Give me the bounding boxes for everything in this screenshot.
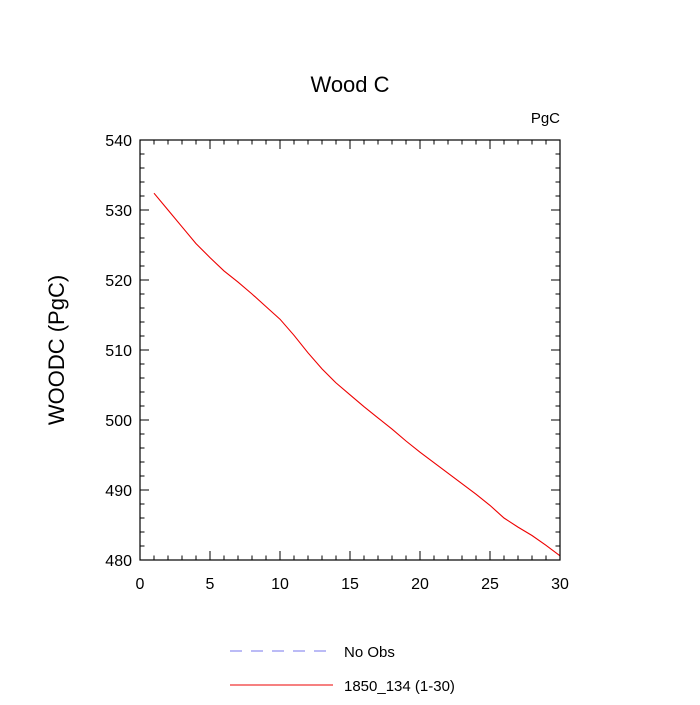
y-tick-label: 490 xyxy=(105,483,132,500)
x-tick-label: 5 xyxy=(206,576,215,593)
y-tick-label: 500 xyxy=(105,413,132,430)
legend-label: 1850_134 (1-30) xyxy=(344,678,455,695)
y-tick-label: 540 xyxy=(105,133,132,150)
legend: No Obs 1850_134 (1-30) xyxy=(230,644,455,695)
x-tick-label: 0 xyxy=(136,576,145,593)
x-tick-label: 10 xyxy=(271,576,289,593)
series-line xyxy=(153,192,561,557)
series-layer xyxy=(153,192,561,557)
chart-title: Wood C xyxy=(310,72,389,97)
plot-frame xyxy=(139,139,561,561)
x-tick-label: 15 xyxy=(341,576,359,593)
y-tick-label: 510 xyxy=(105,343,132,360)
x-tick-label: 30 xyxy=(551,576,569,593)
legend-label: No Obs xyxy=(344,644,395,661)
y-axis-label: WOODC (PgC) xyxy=(44,275,69,425)
y-tick-label: 530 xyxy=(105,203,132,220)
x-tick-label: 25 xyxy=(481,576,499,593)
units-label: PgC xyxy=(531,110,560,127)
y-tick-label: 520 xyxy=(105,273,132,290)
y-tick-label: 480 xyxy=(105,553,132,570)
x-tick-label: 20 xyxy=(411,576,429,593)
